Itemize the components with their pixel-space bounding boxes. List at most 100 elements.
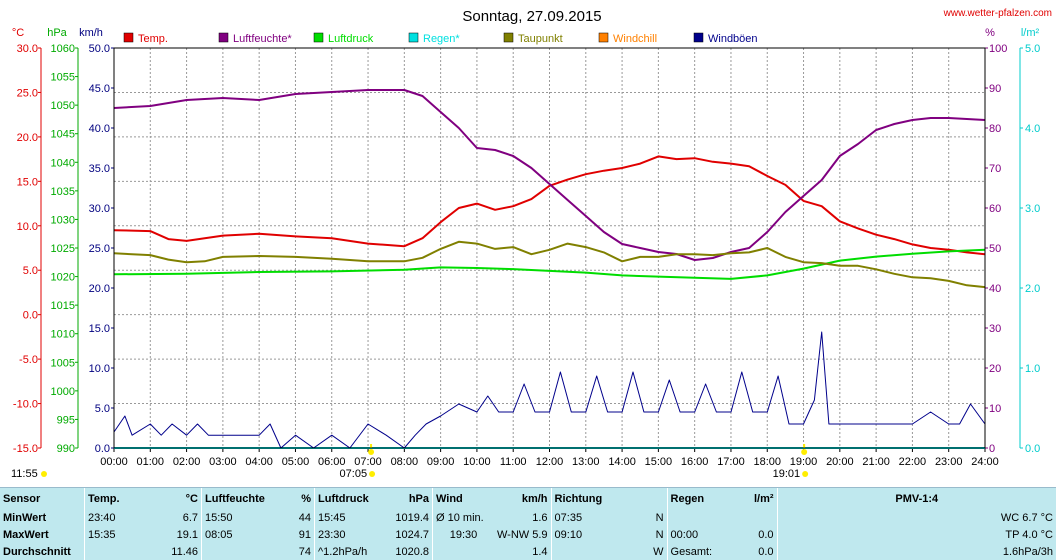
temp-tick-label: 0.0 bbox=[23, 310, 38, 322]
series-line bbox=[113, 248, 986, 280]
stats-row-avg: Durchschnitt 11.46 74 ^1.2hPa/h 1020.8 1… bbox=[0, 543, 1056, 560]
humidity-tick-label: 60 bbox=[989, 203, 1001, 215]
hum-time bbox=[201, 543, 278, 560]
x-tick-label: 10:00 bbox=[463, 456, 491, 468]
hum-time: 08:05 bbox=[201, 526, 278, 543]
dir-time: 09:10 bbox=[550, 526, 613, 543]
rain-value: 0.0 bbox=[758, 528, 774, 541]
pressure-tick-label: 1050 bbox=[51, 100, 75, 112]
pressure-tick-label: 1010 bbox=[51, 329, 75, 341]
rain-axis-unit: l/m² bbox=[1021, 27, 1040, 39]
pressure-tick-label: 1060 bbox=[51, 43, 75, 55]
rain-time: Gesamt: bbox=[666, 543, 729, 560]
x-tick-label: 22:00 bbox=[899, 456, 927, 468]
wind-tick-label: 20.0 bbox=[89, 283, 110, 295]
legend-label: Luftdruck bbox=[328, 33, 374, 45]
humidity-tick-label: 90 bbox=[989, 83, 1001, 95]
temp-tick-label: 5.0 bbox=[23, 265, 38, 277]
wind-tick-label: 35.0 bbox=[89, 163, 110, 175]
x-tick-label: 21:00 bbox=[862, 456, 890, 468]
sun-markers: 11:55 07:05 19:01 bbox=[11, 444, 809, 480]
x-tick-label: 02:00 bbox=[173, 456, 201, 468]
legend-label: Luftfeuchte* bbox=[233, 33, 292, 45]
x-tick-label: 06:00 bbox=[318, 456, 346, 468]
wind-tick-label: 45.0 bbox=[89, 83, 110, 95]
rain-value bbox=[729, 509, 778, 526]
hdr-rain: Regen bbox=[666, 488, 729, 509]
sun-icon bbox=[801, 449, 808, 455]
temp-time: 23:40 bbox=[84, 509, 141, 526]
hdr-press: Luftdruck bbox=[314, 488, 376, 509]
pressure-tick-label: 995 bbox=[57, 414, 75, 426]
rain-tick-label: 0.0 bbox=[1025, 443, 1040, 455]
wind-tick-label: 0.0 bbox=[95, 443, 110, 455]
x-tick-label: 03:00 bbox=[209, 456, 237, 468]
hdr-pmv: PMV-1:4 bbox=[776, 488, 1056, 509]
wind-value: W-NW 5.9 bbox=[497, 528, 548, 541]
legend-swatch bbox=[598, 32, 609, 43]
x-tick-label: 24:00 bbox=[971, 456, 999, 468]
temp-tick-label: -15.0 bbox=[13, 443, 38, 455]
legend-label: Windböen bbox=[708, 33, 758, 45]
humidity-tick-label: 20 bbox=[989, 363, 1001, 375]
temp-tick-label: 30.0 bbox=[17, 43, 38, 55]
press-time: 15:45 bbox=[314, 509, 376, 526]
x-tick-label: 09:00 bbox=[427, 456, 455, 468]
humidity-tick-label: 100 bbox=[989, 43, 1007, 55]
series-line bbox=[113, 331, 986, 449]
humidity-axis-unit: % bbox=[985, 27, 995, 39]
pmv-value: 1.6hPa/3h bbox=[776, 543, 1056, 560]
temp-tick-label: 25.0 bbox=[17, 87, 38, 99]
legend-swatch bbox=[693, 32, 704, 43]
temp-value: 11.46 bbox=[171, 545, 198, 558]
wind-tick-label: 40.0 bbox=[89, 123, 110, 135]
legend-swatch bbox=[313, 32, 324, 43]
x-tick-label: 15:00 bbox=[645, 456, 673, 468]
x-tick-label: 17:00 bbox=[717, 456, 745, 468]
legend: Temp. Luftfeuchte* Luftdruck Regen* Taupunkt… bbox=[123, 32, 758, 45]
rain-time: 00:00 bbox=[666, 526, 729, 543]
humidity-tick-label: 0 bbox=[989, 443, 995, 455]
humidity-tick-label: 70 bbox=[989, 163, 1001, 175]
x-tick-label: 18:00 bbox=[753, 456, 781, 468]
rain-tick-label: 4.0 bbox=[1025, 123, 1040, 135]
legend-label: Regen* bbox=[423, 33, 460, 45]
legend-swatch bbox=[123, 32, 134, 43]
stats-panel: Sensor Temp. °C Luftfeuchte % Luftdruck … bbox=[0, 487, 1056, 560]
hdr-dir: Richtung bbox=[550, 488, 613, 509]
x-tick-label: 05:00 bbox=[282, 456, 310, 468]
rain-tick-label: 2.0 bbox=[1025, 283, 1040, 295]
hum-value: 44 bbox=[298, 511, 311, 524]
temp-tick-label: 10.0 bbox=[17, 221, 38, 233]
x-tick-label: 19:00 bbox=[790, 456, 818, 468]
x-tick-label: 01:00 bbox=[137, 456, 165, 468]
pressure-tick-label: 1040 bbox=[51, 157, 75, 169]
x-tick-label: 11:00 bbox=[500, 456, 527, 468]
x-tick-label: 20:00 bbox=[826, 456, 854, 468]
wind-label: Ø 10 min. bbox=[432, 509, 494, 526]
x-tick-label: 14:00 bbox=[608, 456, 636, 468]
wind-value: 1.6 bbox=[532, 511, 548, 524]
temp-value: 6.7 bbox=[182, 511, 198, 524]
temp-tick-label: -5.0 bbox=[19, 354, 38, 366]
pressure-tick-label: 1000 bbox=[51, 386, 75, 398]
humidity-tick-label: 10 bbox=[989, 403, 1001, 415]
legend-label: Temp. bbox=[138, 33, 168, 45]
temp-axis-unit: °C bbox=[12, 27, 24, 39]
pressure-tick-label: 1055 bbox=[51, 72, 75, 84]
axes: 30.0 25.0 20.0 15.0 10.0 5.0 0.0 -5.0 -10.0 -15.0… bbox=[13, 43, 1040, 468]
hdr-rain-unit: l/m² bbox=[753, 492, 774, 505]
sunrise-time: 07:05 bbox=[340, 468, 368, 480]
wind-tick-label: 15.0 bbox=[89, 323, 110, 335]
hdr-temp: Temp. bbox=[84, 488, 141, 509]
sunset-time: 19:01 bbox=[773, 468, 801, 480]
x-tick-label: 08:00 bbox=[391, 456, 419, 468]
hdr-sensor: Sensor bbox=[3, 492, 41, 505]
humidity-tick-label: 50 bbox=[989, 243, 1001, 255]
x-tick-label: 07:00 bbox=[354, 456, 382, 468]
temp-time bbox=[84, 543, 141, 560]
temp-value: 19.1 bbox=[176, 528, 198, 541]
press-time: 23:30 bbox=[314, 526, 376, 543]
wind-tick-label: 10.0 bbox=[89, 363, 110, 375]
temp-tick-label: -10.0 bbox=[13, 399, 38, 411]
